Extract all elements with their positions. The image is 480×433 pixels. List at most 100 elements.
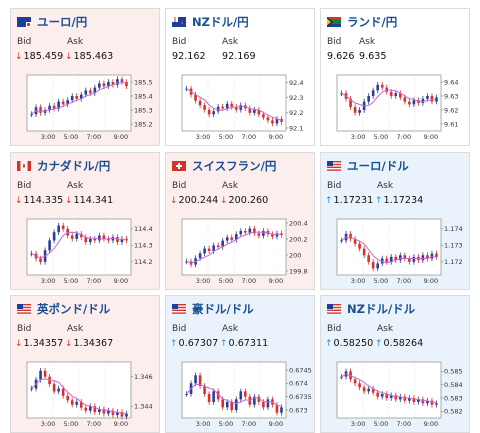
up-arrow-icon: ↑ (375, 196, 383, 206)
candlestick-chart[interactable]: 0.6745 0.674 0.6735 0.673 3:00 5:00 7:00 9:00 (170, 354, 312, 432)
candle-body (266, 399, 270, 408)
x-tick-label: 5:00 (64, 133, 79, 141)
eu-flag-icon (17, 17, 31, 27)
rate-card-nzd-usd[interactable]: NZドル/ドル Bid Ask ↑0.58250 ↑0.58264 0.585 0… (320, 295, 470, 433)
y-tick-label: 1.346 (134, 373, 153, 381)
x-tick-label: 3:00 (351, 277, 366, 285)
x-tick-label: 3:00 (196, 133, 211, 141)
candlestick-chart[interactable]: 200.4 200.2 200 199.8 3:00 5:00 7:00 9:00 (170, 211, 312, 289)
ask-value: 92.169 (222, 51, 256, 62)
candle-body (52, 105, 56, 109)
ask-value: 9.635 (359, 51, 387, 62)
y-tick-label: 200.2 (289, 235, 308, 243)
candlestick-chart[interactable]: 185.5 185.4 185.3 185.2 3:00 5:00 7:00 9:00 (15, 67, 157, 145)
candle-body (234, 234, 238, 240)
candle-body (403, 97, 407, 102)
candle-body (194, 375, 197, 384)
candle-body (280, 407, 283, 413)
pair-title[interactable]: ユーロ/ドル (347, 159, 409, 173)
candle-body (102, 83, 106, 87)
ask-label: Ask (67, 37, 84, 47)
y-tick-label: 185.3 (134, 106, 153, 114)
moving-average-line (31, 231, 127, 259)
pair-title[interactable]: NZドル/円 (192, 15, 249, 29)
y-tick-label: 185.5 (134, 78, 153, 86)
candlestick-chart[interactable]: 1.174 1.173 1.172 3:00 5:00 7:00 9:00 (325, 211, 467, 289)
y-tick-label: 92.1 (289, 124, 303, 132)
candle-body (221, 106, 224, 109)
x-tick-label: 5:00 (219, 133, 234, 141)
pair-title[interactable]: スイスフラン/円 (192, 159, 277, 173)
y-tick-label: 0.6735 (289, 393, 312, 401)
candlestick-chart[interactable]: 1.346 1.344 3:00 5:00 7:00 9:00 (15, 354, 157, 432)
candle-body (248, 108, 252, 113)
x-tick-label: 7:00 (242, 420, 257, 428)
chart-svg: 185.5 185.4 185.3 185.2 3:00 5:00 7:00 9:00 (26, 74, 153, 141)
y-tick-label: 0.674 (289, 380, 308, 388)
candle-body (340, 240, 343, 242)
candlestick-chart[interactable]: 92.4 92.3 92.2 92.1 3:00 5:00 7:00 9:00 (170, 67, 312, 145)
x-tick-label: 5:00 (219, 277, 234, 285)
rate-card-eur-usd[interactable]: ユーロ/ドル Bid Ask ↑1.17231 ↑1.17234 1.174 1.… (320, 152, 470, 290)
rate-card-eur-jpy[interactable]: ユーロ/円 Bid Ask ↓185.459 ↓185.463 185.5 185… (10, 8, 160, 146)
pair-title[interactable]: ランド/円 (347, 15, 398, 29)
pair-title[interactable]: 英ポンド/ドル (37, 302, 111, 316)
candle-body (421, 255, 425, 261)
pair-title[interactable]: 豪ドル/ドル (192, 302, 254, 316)
candle-body (371, 388, 375, 393)
candle-body (253, 396, 256, 405)
y-tick-label: 9.61 (444, 120, 458, 128)
candle-body (389, 256, 393, 262)
candle-body (30, 114, 33, 116)
x-tick-label: 5:00 (219, 420, 234, 428)
x-tick-label: 5:00 (374, 277, 389, 285)
candle-body (412, 256, 416, 262)
chart-svg: 200.4 200.2 200 199.8 3:00 5:00 7:00 9:00 (181, 218, 308, 285)
pair-title[interactable]: ユーロ/円 (37, 15, 88, 29)
y-tick-label: 1.172 (444, 258, 463, 266)
candle-body (225, 103, 229, 109)
candle-body (120, 238, 124, 243)
x-tick-label: 9:00 (269, 420, 284, 428)
candle-body (79, 401, 83, 408)
candle-body (367, 96, 370, 102)
candle-body (262, 114, 265, 118)
candle-body (399, 93, 402, 98)
candle-body (266, 117, 270, 121)
y-tick-label: 0.582 (444, 408, 463, 416)
candlestick-chart[interactable]: 9.64 9.63 9.62 9.61 3:00 5:00 7:00 9:00 (325, 67, 467, 145)
candlestick-chart[interactable]: 114.4 114.3 114.2 3:00 5:00 7:00 9:00 (15, 211, 157, 289)
candle-body (394, 256, 398, 261)
candle-body (362, 387, 366, 392)
candle-body (70, 400, 74, 405)
candle-body (212, 111, 215, 115)
down-arrow-icon: ↓ (15, 339, 23, 349)
candlestick-chart[interactable]: 0.585 0.584 0.583 0.582 3:00 5:00 7:00 9:00 (325, 354, 467, 432)
candle-body (221, 240, 224, 247)
candle-body (358, 110, 361, 113)
candle-body (275, 233, 279, 237)
x-tick-label: 5:00 (374, 133, 389, 141)
rate-card-zar-jpy[interactable]: ランド/円 Bid Ask 9.626 9.635 9.64 9.63 9.62 9.… (320, 8, 470, 146)
pair-title[interactable]: NZドル/ドル (347, 302, 416, 316)
rate-card-chf-jpy[interactable]: スイスフラン/円 Bid Ask ↓200.244 ↓200.260 200.4… (165, 152, 315, 290)
candle-body (371, 261, 375, 269)
y-tick-label: 9.63 (444, 92, 458, 100)
chart-svg: 0.585 0.584 0.583 0.582 3:00 5:00 7:00 9:00 (336, 361, 463, 428)
ask-label: Ask (222, 324, 239, 334)
candle-body (198, 375, 202, 386)
card-header: カナダドル/円 (17, 158, 110, 174)
rate-card-aud-usd[interactable]: 豪ドル/ドル Bid Ask ↑0.67307 ↑0.67311 0.6745 0… (165, 295, 315, 433)
ask-label: Ask (377, 181, 394, 191)
ca-flag-icon (17, 161, 31, 171)
candle-body (430, 253, 434, 259)
candle-body (417, 399, 420, 402)
rate-card-gbp-usd[interactable]: 英ポンド/ドル Bid Ask ↓1.34357 ↓1.34367 1.346 1… (10, 295, 160, 433)
chart-svg: 0.6745 0.674 0.6735 0.673 3:00 5:00 7:00 9:00 (181, 361, 312, 428)
pair-title[interactable]: カナダドル/円 (37, 159, 111, 173)
rate-card-nzd-jpy[interactable]: NZドル/円 Bid Ask 92.162 92.169 92.4 92.3 92.… (165, 8, 315, 146)
candle-body (89, 238, 92, 243)
rate-card-cad-jpy[interactable]: カナダドル/円 Bid Ask ↓114.335 ↓114.341 114.4 1… (10, 152, 160, 290)
candle-body (225, 237, 229, 241)
bid-value: 92.162 (172, 51, 206, 62)
